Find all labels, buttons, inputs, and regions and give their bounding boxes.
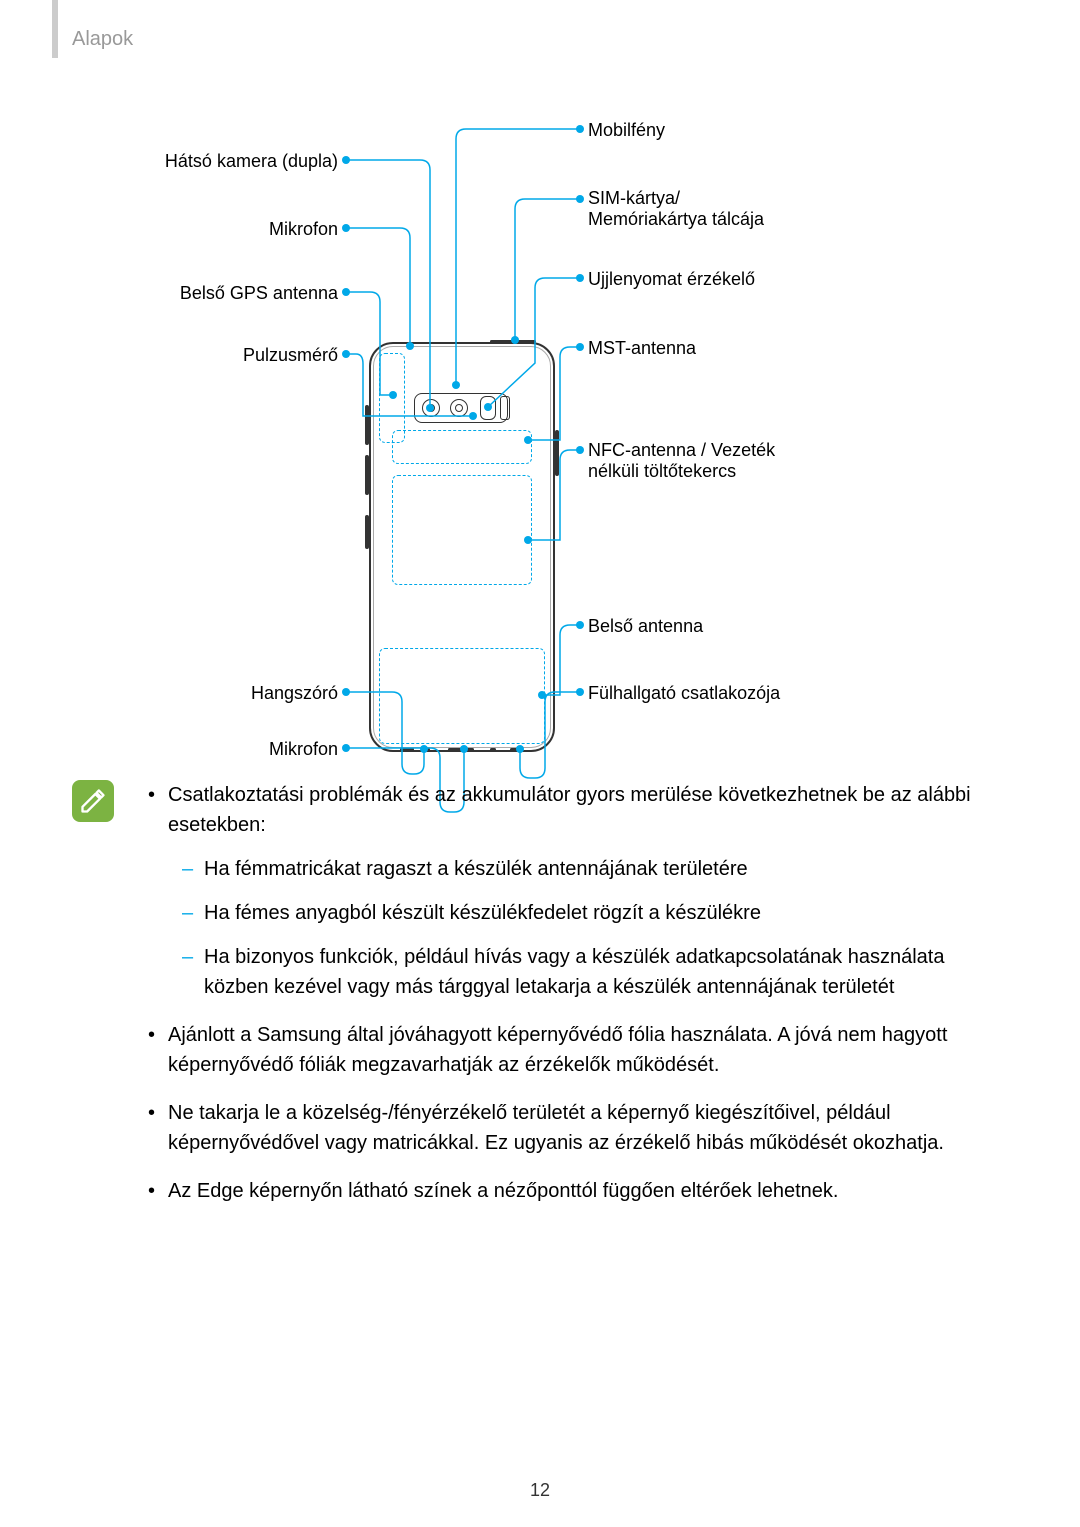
side-button-left-1 [365, 405, 369, 445]
label-microphone-top: Mikrofon [269, 219, 338, 240]
label-microphone-bottom: Mikrofon [269, 739, 338, 760]
nfc-antenna-area [392, 475, 532, 585]
mst-antenna-area [392, 430, 532, 464]
note-item-0: Csatlakoztatási problémák és az akkumulá… [140, 780, 1012, 1002]
label-flash: Mobilfény [588, 120, 665, 141]
label-earphone: Fülhallgató csatlakozója [588, 683, 780, 704]
label-nfc: NFC-antenna / Vezeték nélküli töltőteker… [588, 440, 808, 482]
note-icon [72, 780, 114, 822]
notes-section: Csatlakoztatási problémák és az akkumulá… [72, 780, 1012, 1224]
label-sim-tray: SIM-kártya/ Memóriakártya tálcája [588, 188, 764, 230]
label-gps-antenna: Belső GPS antenna [180, 283, 338, 304]
page-number: 12 [0, 1480, 1080, 1501]
page-header-title: Alapok [72, 28, 133, 51]
note-sub-1: Ha fémes anyagból készült készülékfedele… [168, 898, 1012, 928]
note-sub-2: Ha bizonyos funkciók, például hívás vagy… [168, 942, 1012, 1002]
main-antenna-area [379, 648, 545, 744]
label-fingerprint: Ujjlenyomat érzékelő [588, 269, 755, 290]
note-item-1: Ajánlott a Samsung által jóváhagyott kép… [140, 1020, 1012, 1080]
label-mst: MST-antenna [588, 338, 696, 359]
bottom-ports [400, 748, 524, 751]
label-nfc-text: NFC-antenna / Vezeték nélküli töltőteker… [588, 440, 775, 481]
note-sublist: Ha fémmatricákat ragaszt a készülék ante… [168, 854, 1012, 1002]
label-sim-tray-text: SIM-kártya/ Memóriakártya tálcája [588, 188, 764, 229]
note-item-2: Ne takarja le a közelség-/fényérzékelő t… [140, 1098, 1012, 1158]
side-button-left-3 [365, 515, 369, 549]
notes-list: Csatlakoztatási problémák és az akkumulá… [140, 780, 1012, 1206]
label-rear-camera: Hátsó kamera (dupla) [165, 151, 338, 172]
fingerprint-sensor [480, 396, 496, 420]
side-button-left-2 [365, 455, 369, 495]
label-speaker: Hangszóró [251, 683, 338, 704]
camera-lens-2-inner [455, 404, 463, 412]
note-item-3: Az Edge képernyőn látható színek a nézőp… [140, 1176, 1012, 1206]
label-main-antenna: Belső antenna [588, 616, 703, 637]
note-sub-0: Ha fémmatricákat ragaszt a készülék ante… [168, 854, 1012, 884]
phone-diagram: Mobilfény SIM-kártya/ Memóriakártya tálc… [0, 100, 1080, 780]
side-button-right [555, 430, 559, 476]
camera-lens-1-inner [427, 404, 435, 412]
note-item-0-text: Csatlakoztatási problémák és az akkumulá… [168, 784, 971, 836]
header-accent-bar [52, 0, 58, 58]
sim-slot [490, 340, 536, 343]
flash-led [500, 396, 510, 420]
label-hrm: Pulzusmérő [243, 345, 338, 366]
